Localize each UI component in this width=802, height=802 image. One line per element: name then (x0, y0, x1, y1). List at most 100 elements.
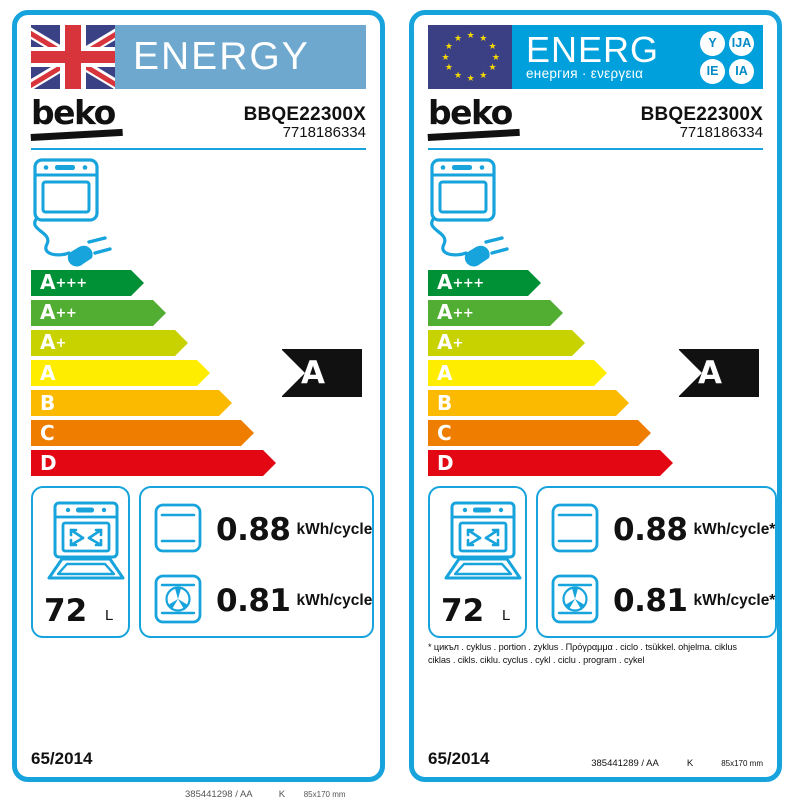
energy-class-label: A (40, 361, 56, 385)
label-footer: 65/2014 385441289 / AA K 85x170 mm (428, 749, 763, 769)
oven-capacity-icon (444, 501, 522, 580)
energy-class-row: C (31, 420, 366, 446)
arrow-nock-icon (678, 349, 702, 397)
energy-class-label: C (437, 421, 452, 445)
language-badges: Y IJA IE IA (700, 30, 763, 84)
bar-tip-icon (572, 330, 585, 356)
oven-with-power-plug-icon (430, 158, 509, 267)
energy-class-bar-A: A (428, 360, 607, 386)
rated-class-arrow: A (281, 349, 362, 397)
energy-class-label: A+++ (437, 270, 484, 294)
specifications-panel: 72 L 0.88 kWh/cycle 0.81 kWh/cycle (31, 486, 375, 638)
energy-class-bar-A: A (31, 360, 210, 386)
energy-class-row: A+ (428, 330, 763, 356)
header-divider (428, 148, 763, 150)
volume-unit: L (105, 607, 114, 624)
rated-class-letter: A (698, 355, 722, 391)
energy-class-bar-D: D (31, 450, 276, 476)
energy-class-row: D (31, 450, 366, 476)
model-block: BBQE22300X 7718186334 (641, 104, 763, 142)
model-number: 7718186334 (282, 124, 366, 142)
energy-word: ENERGY (133, 35, 310, 78)
energy-class-row: A (428, 360, 763, 386)
rated-class-arrow: A (678, 349, 759, 397)
energy-class-bar-B: B (31, 390, 232, 416)
language-badge-2: IE (700, 58, 725, 84)
energy-class-row: B (428, 390, 763, 416)
energy-class-label: A+ (437, 330, 463, 354)
energy-class-label: A++ (437, 300, 474, 324)
doc-letter: K (278, 789, 286, 800)
consumption-unit: kWh/cycle (296, 521, 373, 538)
energy-class-row: C (428, 420, 763, 446)
energy-class-bar-A++: A++ (428, 300, 563, 326)
bar-tip-icon (660, 450, 673, 476)
energy-class-row: A (31, 360, 366, 386)
brand-name: beko (31, 93, 116, 132)
header-divider (31, 148, 366, 150)
regulation-number: 65/2014 (428, 749, 490, 768)
language-badge-3: IA (729, 58, 754, 84)
energy-class-bar-D: D (428, 450, 673, 476)
energy-class-label: A+++ (40, 270, 87, 294)
energy-class-label: A+ (40, 330, 66, 354)
conventional-oven-icon (551, 503, 599, 552)
doc-size: 85x170 mm (303, 790, 346, 799)
fan-forced-oven-icon (551, 574, 599, 623)
consumption-unit: kWh/cycle* (693, 592, 776, 609)
label-header: ENERGY (31, 25, 366, 89)
brand-row: beko BBQE22300X 7718186334 (427, 93, 763, 142)
energy-class-bar-B: B (428, 390, 629, 416)
consumption-value: 0.81 (216, 583, 291, 619)
energy-class-label: C (40, 421, 55, 445)
footnote: * цикъл . cyklus . portion . zyklus . Πρ… (428, 641, 763, 668)
energy-class-row: A++ (31, 300, 366, 326)
bar-tip-icon (153, 300, 166, 326)
energy-class-row: A+ (31, 330, 366, 356)
bar-tip-icon (550, 300, 563, 326)
energy-class-row: A+++ (428, 270, 763, 296)
bar-tip-icon (175, 330, 188, 356)
energy-class-label: D (437, 451, 454, 475)
language-badge-0: Y (700, 30, 725, 56)
bar-tip-icon (528, 270, 541, 296)
language-badge-1: IJA (729, 30, 754, 56)
beko-logo: beko (427, 93, 522, 142)
bar-tip-icon (241, 420, 254, 446)
conventional-oven-icon (154, 503, 202, 552)
energy-consumption-row-0: 0.88 kWh/cycle (153, 499, 372, 561)
model-block: BBQE22300X 7718186334 (244, 104, 366, 142)
bar-tip-icon (219, 390, 232, 416)
doc-size: 85x170 mm (721, 759, 763, 768)
document-code: 385441298 / AA K 85x170 mm (185, 789, 346, 800)
arrow-nock-icon (281, 349, 305, 397)
energy-word: ENERG (526, 29, 660, 70)
energy-class-scale: A+++ A++ A+ A B C (31, 270, 366, 480)
bar-tip-icon (263, 450, 276, 476)
energy-class-bar-A+++: A+++ (31, 270, 144, 296)
consumption-value: 0.88 (216, 512, 291, 548)
energy-consumption-row-0: 0.88 kWh/cycle* (550, 499, 775, 561)
energy-class-bar-C: C (31, 420, 254, 446)
energy-class-label: B (437, 391, 453, 415)
energy-class-row: D (428, 450, 763, 476)
bar-tip-icon (594, 360, 607, 386)
doc-code: 385441289 / AA (591, 758, 659, 769)
energy-word-translations: енергия · ενεργεια (526, 66, 644, 81)
rated-class-letter: A (301, 355, 325, 391)
volume-box: 72 L (31, 486, 130, 638)
volume-box: 72 L (428, 486, 527, 638)
volume-value: 72 (441, 593, 485, 629)
consumption-box: 0.88 kWh/cycle* 0.81 kWh/cycle* (536, 486, 778, 638)
energy-class-label: A (437, 361, 453, 385)
specifications-panel: 72 L 0.88 kWh/cycle* 0.81 kWh/cycle* (428, 486, 778, 638)
footnote-line-2: ciklas . cikls. ciklu. cyclus . cykl . c… (428, 655, 645, 666)
oven-with-power-plug-icon (33, 158, 112, 267)
brand-name: beko (428, 93, 513, 132)
consumption-unit: kWh/cycle* (693, 521, 776, 538)
appliance-illustration (31, 150, 366, 268)
energy-class-bar-A+++: A+++ (428, 270, 541, 296)
energy-consumption-row-1: 0.81 kWh/cycle* (550, 570, 775, 632)
